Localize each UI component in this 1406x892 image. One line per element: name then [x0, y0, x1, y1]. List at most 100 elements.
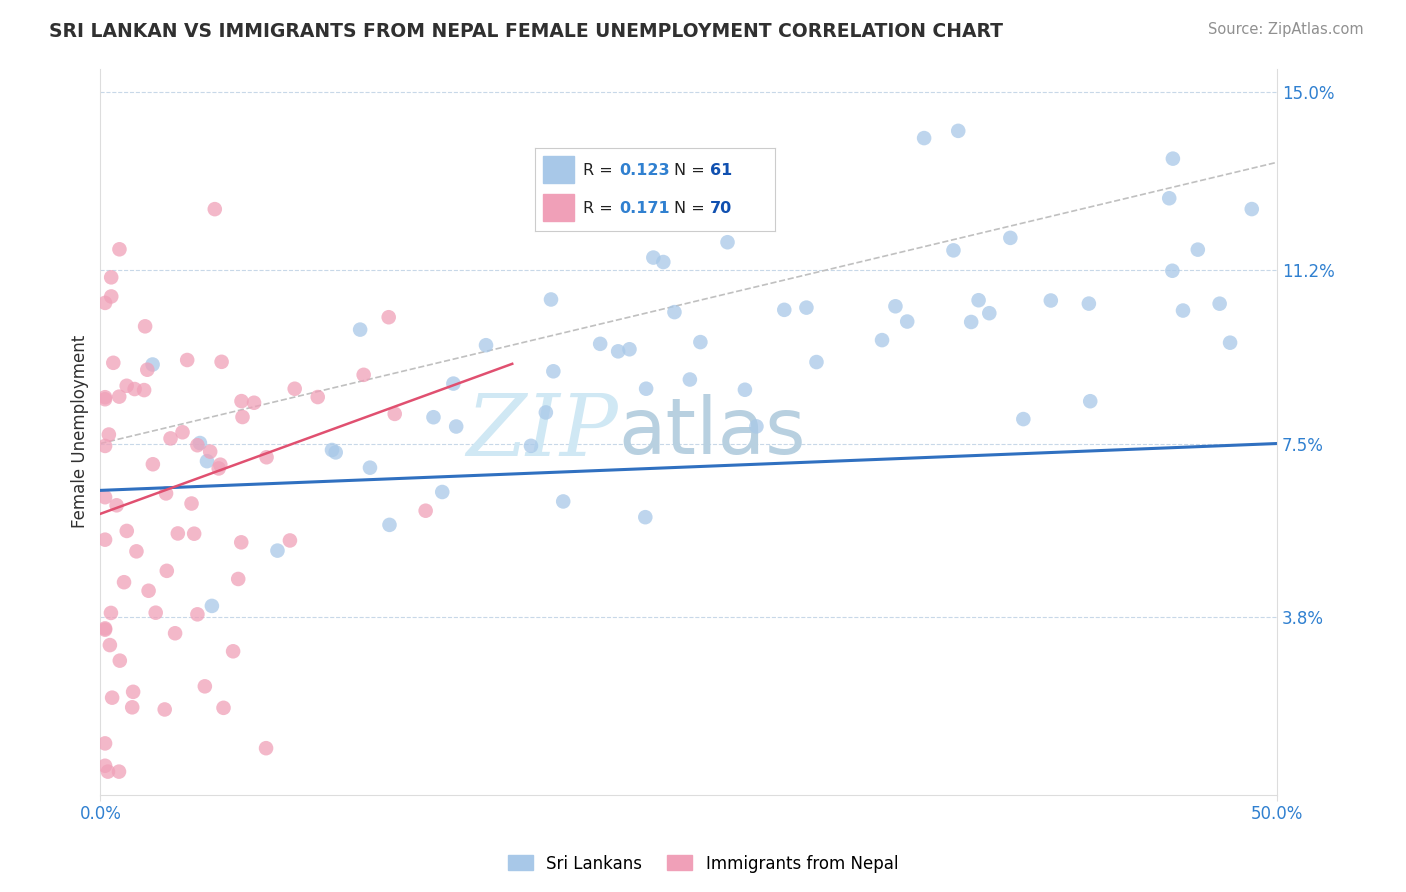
Point: [94, 390, 117, 404]
Point: [967, 293, 990, 308]
Point: [415, 504, 437, 518]
Point: [349, 323, 371, 337]
Point: [211, 355, 233, 369]
Point: [896, 314, 918, 328]
Point: [1161, 264, 1184, 278]
Point: [444, 419, 467, 434]
Point: [678, 160, 700, 174]
Point: [378, 517, 401, 532]
Point: [101, 690, 124, 705]
Bar: [543, 156, 574, 183]
Point: [475, 338, 498, 352]
Point: [159, 431, 181, 445]
Point: [979, 306, 1001, 320]
Point: [166, 526, 188, 541]
Point: [1039, 293, 1062, 308]
Point: [278, 533, 301, 548]
Text: R =: R =: [583, 163, 619, 178]
Point: [94, 392, 117, 407]
Text: atlas: atlas: [619, 393, 806, 470]
Point: [1000, 231, 1022, 245]
Text: R =: R =: [583, 201, 619, 216]
Text: 0.171: 0.171: [619, 201, 669, 216]
Point: [884, 299, 907, 313]
Point: [105, 498, 128, 512]
Point: [619, 343, 641, 357]
Point: [254, 741, 277, 756]
Legend: Sri Lankans, Immigrants from Nepal: Sri Lankans, Immigrants from Nepal: [502, 848, 904, 880]
Point: [1240, 202, 1263, 216]
Text: N =: N =: [675, 201, 710, 216]
Point: [589, 336, 612, 351]
Text: 0.123: 0.123: [619, 163, 669, 178]
Point: [94, 490, 117, 504]
Point: [432, 485, 454, 500]
Text: 70: 70: [710, 201, 733, 216]
Point: [307, 390, 329, 404]
Point: [94, 296, 117, 310]
Point: [125, 544, 148, 558]
Point: [208, 461, 231, 475]
Point: [231, 535, 253, 549]
Point: [94, 758, 117, 772]
Point: [100, 606, 122, 620]
Point: [1219, 335, 1241, 350]
Point: [94, 533, 117, 547]
Bar: [543, 194, 574, 221]
Point: [912, 131, 935, 145]
Point: [734, 383, 756, 397]
Point: [960, 315, 983, 329]
Point: [112, 575, 135, 590]
Point: [183, 526, 205, 541]
Point: [664, 305, 686, 319]
Point: [209, 458, 232, 472]
Point: [1078, 394, 1101, 409]
Point: [634, 510, 657, 524]
Point: [806, 355, 828, 369]
Point: [1187, 243, 1209, 257]
Point: [1161, 152, 1184, 166]
Point: [643, 251, 665, 265]
Point: [172, 425, 194, 440]
Point: [176, 353, 198, 368]
Point: [266, 543, 288, 558]
Point: [1171, 303, 1194, 318]
Point: [94, 621, 117, 635]
Point: [156, 564, 179, 578]
Point: [115, 378, 138, 392]
Point: [100, 270, 122, 285]
Point: [553, 494, 575, 508]
Point: [145, 606, 167, 620]
Point: [142, 358, 165, 372]
Point: [188, 436, 211, 450]
Y-axis label: Female Unemployment: Female Unemployment: [72, 335, 89, 528]
Point: [124, 382, 146, 396]
Text: ZIP: ZIP: [467, 391, 619, 473]
Point: [441, 376, 464, 391]
Point: [186, 607, 208, 622]
Point: [138, 583, 160, 598]
Text: 61: 61: [710, 163, 733, 178]
Point: [180, 496, 202, 510]
Text: SRI LANKAN VS IMMIGRANTS FROM NEPAL FEMALE UNEMPLOYMENT CORRELATION CHART: SRI LANKAN VS IMMIGRANTS FROM NEPAL FEMA…: [49, 22, 1004, 41]
Point: [195, 454, 218, 468]
Point: [948, 124, 970, 138]
Point: [284, 382, 307, 396]
Point: [165, 626, 187, 640]
Point: [796, 301, 818, 315]
Point: [121, 700, 143, 714]
Point: [98, 638, 121, 652]
Point: [108, 764, 131, 779]
Point: [377, 310, 399, 325]
Point: [543, 364, 565, 378]
Point: [134, 319, 156, 334]
Point: [100, 289, 122, 303]
Point: [212, 701, 235, 715]
Point: [94, 736, 117, 750]
Point: [155, 486, 177, 500]
Point: [716, 235, 738, 250]
Point: [103, 356, 125, 370]
Point: [325, 445, 347, 459]
Point: [636, 382, 658, 396]
Point: [1159, 191, 1181, 205]
